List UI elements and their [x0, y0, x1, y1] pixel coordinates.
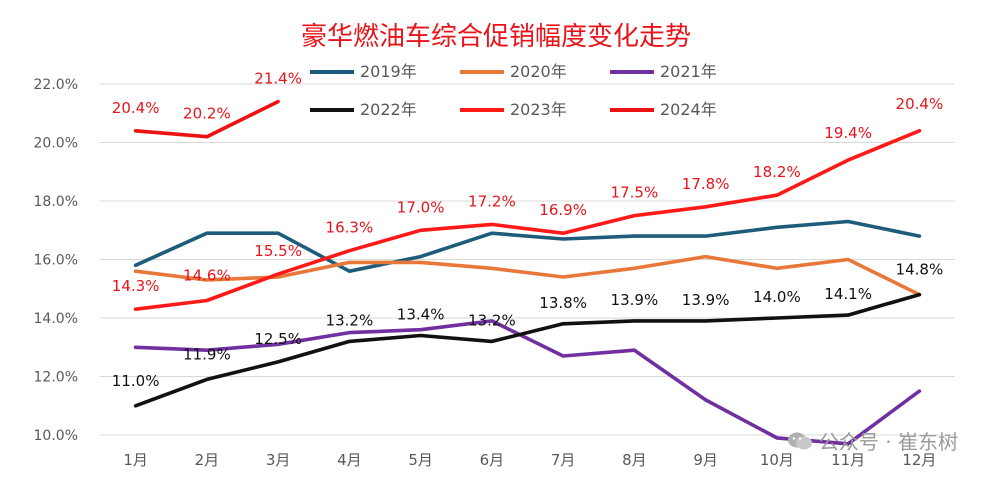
legend-item-2019年: 2019年: [310, 62, 417, 81]
data-label: 20.2%: [183, 105, 231, 123]
data-label: 11.9%: [183, 345, 231, 363]
x-tick-label: 7月: [551, 451, 576, 469]
legend-item-2023年: 2023年: [460, 100, 567, 119]
data-label: 14.1%: [824, 285, 872, 303]
data-label: 13.9%: [611, 291, 659, 309]
x-tick-label: 5月: [408, 451, 433, 469]
x-tick-label: 4月: [337, 451, 362, 469]
data-label: 19.4%: [824, 124, 872, 142]
legend-label: 2023年: [510, 100, 567, 119]
y-tick-label: 14.0%: [34, 311, 78, 327]
y-tick-label: 10.0%: [34, 428, 78, 444]
x-tick-label: 10月: [760, 451, 794, 469]
legend-item-2021年: 2021年: [610, 62, 717, 81]
data-label: 14.6%: [183, 266, 231, 284]
watermark-text: 公众号 · 崔东树: [818, 430, 958, 454]
x-tick-label: 11月: [831, 451, 865, 469]
x-tick-label: 9月: [693, 451, 718, 469]
legend-label: 2024年: [660, 100, 717, 119]
series-line-2022年: [133, 292, 922, 408]
legend-item-2020年: 2020年: [460, 62, 567, 81]
series-line-2020年: [133, 254, 922, 297]
data-label: 20.4%: [896, 95, 944, 113]
legend-item-2024年: 2024年: [610, 100, 717, 119]
y-tick-label: 18.0%: [34, 194, 78, 210]
series-line-2023年: [133, 129, 922, 311]
legend-item-2022年: 2022年: [310, 100, 417, 119]
data-label: 16.3%: [326, 219, 374, 237]
data-label: 14.0%: [753, 288, 801, 306]
data-label: 21.4%: [254, 70, 302, 88]
data-label: 18.2%: [753, 163, 801, 181]
series-line-2019年: [133, 219, 922, 273]
x-tick-label: 1月: [123, 451, 148, 469]
y-tick-label: 12.0%: [34, 370, 78, 386]
data-label: 17.5%: [611, 184, 659, 202]
data-label: 14.3%: [112, 277, 160, 295]
x-tick-label: 12月: [902, 451, 936, 469]
data-label: 17.0%: [397, 198, 445, 216]
data-label: 20.4%: [112, 99, 160, 117]
data-label: 13.2%: [326, 311, 374, 329]
y-tick-label: 22.0%: [34, 77, 78, 93]
x-tick-label: 6月: [480, 451, 505, 469]
data-label: 15.5%: [254, 242, 302, 260]
legend-label: 2022年: [360, 100, 417, 119]
x-tick-label: 8月: [622, 451, 647, 469]
data-label: 13.9%: [682, 291, 730, 309]
data-label: 11.0%: [112, 372, 160, 390]
data-label: 17.8%: [682, 175, 730, 193]
y-tick-label: 16.0%: [34, 253, 78, 269]
data-label: 16.9%: [539, 201, 587, 219]
wechat-icon: [787, 432, 812, 449]
data-label: 13.8%: [539, 294, 587, 312]
x-tick-label: 2月: [195, 451, 220, 469]
chart-title: 豪华燃油车综合促销幅度变化走势: [300, 22, 691, 52]
data-label: 14.8%: [896, 261, 944, 279]
data-label: 17.2%: [468, 192, 516, 210]
watermark: 公众号 · 崔东树: [787, 426, 958, 455]
series-line-2024年: [133, 99, 280, 139]
legend-label: 2019年: [360, 62, 417, 81]
data-label: 12.5%: [254, 330, 302, 348]
data-label: 13.4%: [397, 306, 445, 324]
legend-label: 2020年: [510, 62, 567, 81]
x-tick-label: 3月: [266, 451, 291, 469]
data-label: 13.2%: [468, 311, 516, 329]
y-tick-label: 20.0%: [34, 136, 78, 152]
legend-label: 2021年: [660, 62, 717, 81]
